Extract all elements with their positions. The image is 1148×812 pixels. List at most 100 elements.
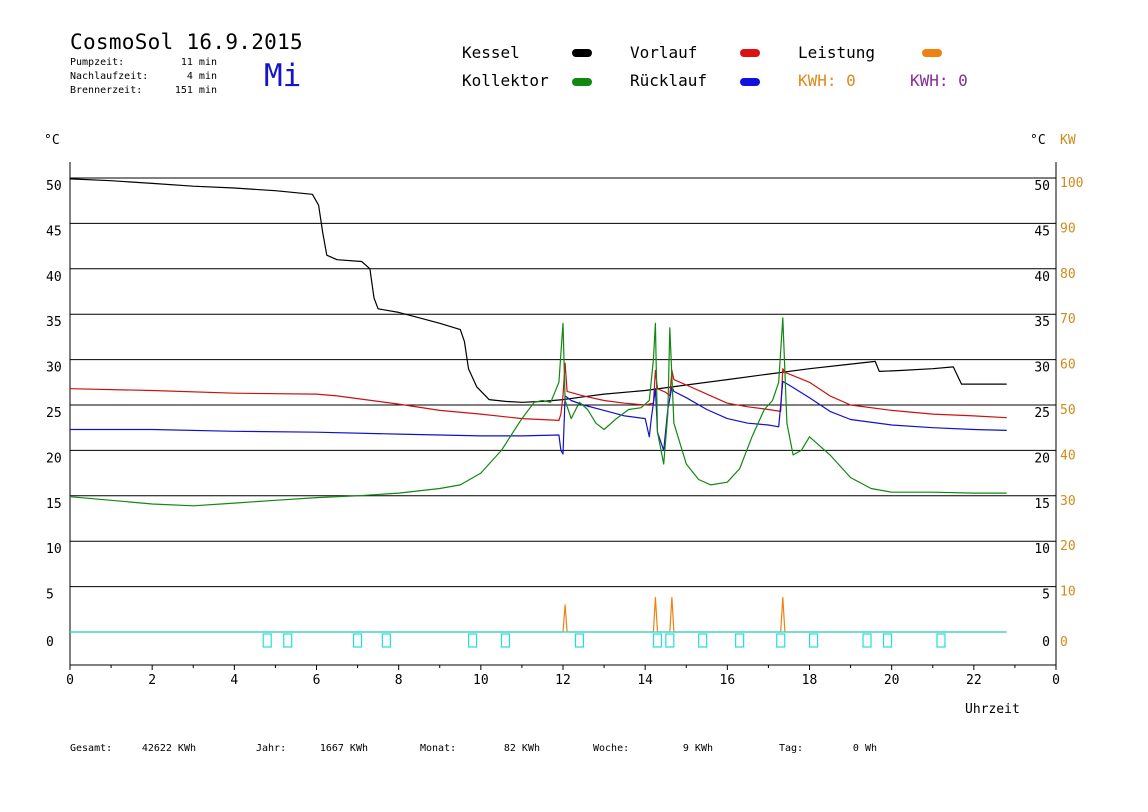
y-right-tick-label: 35 bbox=[1034, 315, 1050, 330]
y2-tick-label: 80 bbox=[1060, 267, 1076, 282]
info-label: Nachlaufzeit: bbox=[70, 71, 149, 82]
legend-swatch-leistung bbox=[922, 49, 942, 57]
x-tick-label: 16 bbox=[720, 673, 736, 688]
footer-value: 0 Wh bbox=[852, 743, 877, 754]
pump-time-row: Pumpzeit: 11 min bbox=[70, 57, 217, 68]
y2-tick-label: 60 bbox=[1060, 358, 1076, 373]
left-axis-unit: °C bbox=[44, 133, 60, 148]
footer-year: Jahr: 1667 KWh bbox=[256, 743, 368, 754]
series-rcklauf-line bbox=[70, 380, 1007, 455]
footer-value: 42622 KWh bbox=[141, 743, 196, 754]
x-tick-label: 20 bbox=[884, 673, 900, 688]
run-on-time-row: Nachlaufzeit: 4 min bbox=[70, 71, 217, 82]
weekday-label: Mi bbox=[264, 58, 302, 94]
y-right-tick-label: 45 bbox=[1034, 224, 1050, 239]
right-axis-unit-celsius: °C bbox=[1030, 133, 1046, 148]
footer-label: Woche: bbox=[593, 743, 630, 754]
legend-label: Kessel bbox=[462, 43, 520, 62]
pump-marker bbox=[665, 633, 675, 648]
y-tick-label: 5 bbox=[46, 588, 54, 603]
footer-value: 82 KWh bbox=[503, 743, 540, 754]
y2-tick-label: 0 bbox=[1060, 635, 1068, 650]
footer-month: Monat: 82 KWh bbox=[420, 743, 540, 754]
pump-marker bbox=[936, 633, 946, 648]
pump-marker bbox=[809, 633, 819, 648]
series-kessel-line bbox=[69, 178, 1007, 403]
pump-marker bbox=[500, 633, 511, 648]
legend-vorlauf: Vorlauf bbox=[630, 43, 697, 62]
x-tick-label: 14 bbox=[637, 673, 653, 688]
series-leistung-line bbox=[70, 596, 1007, 633]
y-tick-label: 15 bbox=[46, 497, 62, 512]
y-tick-label: 10 bbox=[46, 542, 62, 557]
pump-marker bbox=[262, 633, 272, 648]
x-axis-label: Uhrzeit bbox=[965, 702, 1020, 717]
burner-time-row: Brennerzeit: 151 min bbox=[70, 85, 217, 96]
x-tick-label: 2 bbox=[148, 673, 156, 688]
pump-marker bbox=[698, 633, 708, 648]
y2-tick-label: 100 bbox=[1060, 176, 1083, 191]
y-right-tick-label: 10 bbox=[1034, 542, 1050, 557]
y-right-tick-label: 20 bbox=[1034, 451, 1050, 466]
x-tick-label: 10 bbox=[473, 673, 489, 688]
pump-marker bbox=[381, 633, 391, 648]
x-tick-label: 22 bbox=[966, 673, 982, 688]
y-tick-label: 20 bbox=[46, 451, 62, 466]
footer-label: Monat: bbox=[420, 743, 457, 754]
legend-label: Rücklauf bbox=[630, 71, 708, 90]
legend-swatch-kessel bbox=[572, 49, 592, 57]
info-value: 11 min bbox=[180, 57, 217, 68]
footer-value: 9 KWh bbox=[682, 743, 713, 754]
pump-marker bbox=[352, 633, 363, 648]
legend-swatch-ruecklauf bbox=[740, 78, 760, 86]
y2-tick-label: 90 bbox=[1060, 221, 1076, 236]
chart-title: CosmoSol 16.9.2015 bbox=[70, 30, 303, 54]
y-tick-label: 25 bbox=[46, 406, 62, 421]
legend-label: Kollektor bbox=[462, 71, 549, 90]
pump-marker bbox=[735, 633, 745, 648]
y-tick-label: 0 bbox=[46, 635, 54, 650]
info-label: Brennerzeit: bbox=[70, 85, 143, 96]
y-tick-label: 30 bbox=[46, 361, 62, 376]
y2-tick-label: 30 bbox=[1060, 494, 1076, 509]
info-value: 4 min bbox=[186, 71, 217, 82]
y-tick-label: 35 bbox=[46, 315, 62, 330]
footer-total: Gesamt: 42622 KWh bbox=[70, 743, 196, 754]
x-tick-label: 4 bbox=[230, 673, 238, 688]
footer-label: Tag: bbox=[779, 743, 804, 754]
x-tick-label: 6 bbox=[313, 673, 321, 688]
y-tick-label: 45 bbox=[46, 224, 62, 239]
pump-marker bbox=[882, 633, 893, 648]
x-tick-label: 0 bbox=[1052, 673, 1060, 688]
legend-kollektor: Kollektor bbox=[462, 71, 549, 90]
y-right-tick-label: 5 bbox=[1042, 588, 1050, 603]
legend-kwh-orange: KWH: 0 bbox=[798, 71, 856, 90]
footer-value: 1667 KWh bbox=[319, 743, 368, 754]
legend-leistung: Leistung bbox=[798, 43, 875, 62]
y-right-tick-label: 30 bbox=[1034, 361, 1050, 376]
y-right-tick-label: 0 bbox=[1042, 635, 1050, 650]
legend-swatch-vorlauf bbox=[740, 49, 760, 57]
footer-label: Gesamt: bbox=[70, 743, 113, 754]
legend-swatch-kollektor bbox=[572, 78, 592, 86]
y-right-tick-label: 40 bbox=[1034, 270, 1050, 285]
legend-kwh-purple: KWH: 0 bbox=[910, 71, 968, 90]
x-tick-label: 18 bbox=[802, 673, 818, 688]
footer-label: Jahr: bbox=[256, 743, 287, 754]
info-label: Pumpzeit: bbox=[70, 57, 125, 68]
pump-marker bbox=[468, 633, 478, 648]
info-value: 151 min bbox=[174, 85, 217, 96]
series-vorlauf-line bbox=[69, 362, 1007, 421]
x-tick-label: 0 bbox=[66, 673, 74, 688]
y-right-tick-label: 15 bbox=[1034, 497, 1050, 512]
pump-marker bbox=[862, 633, 872, 648]
footer-week: Woche: 9 KWh bbox=[593, 743, 713, 754]
y2-tick-label: 50 bbox=[1060, 403, 1076, 418]
pump-marker bbox=[574, 633, 585, 648]
right-axis-unit-kw: KW bbox=[1060, 133, 1076, 148]
y-right-tick-label: 25 bbox=[1034, 406, 1050, 421]
y-right-tick-label: 50 bbox=[1034, 179, 1050, 194]
y2-tick-label: 70 bbox=[1060, 312, 1076, 327]
legend-label: Vorlauf bbox=[630, 43, 698, 62]
